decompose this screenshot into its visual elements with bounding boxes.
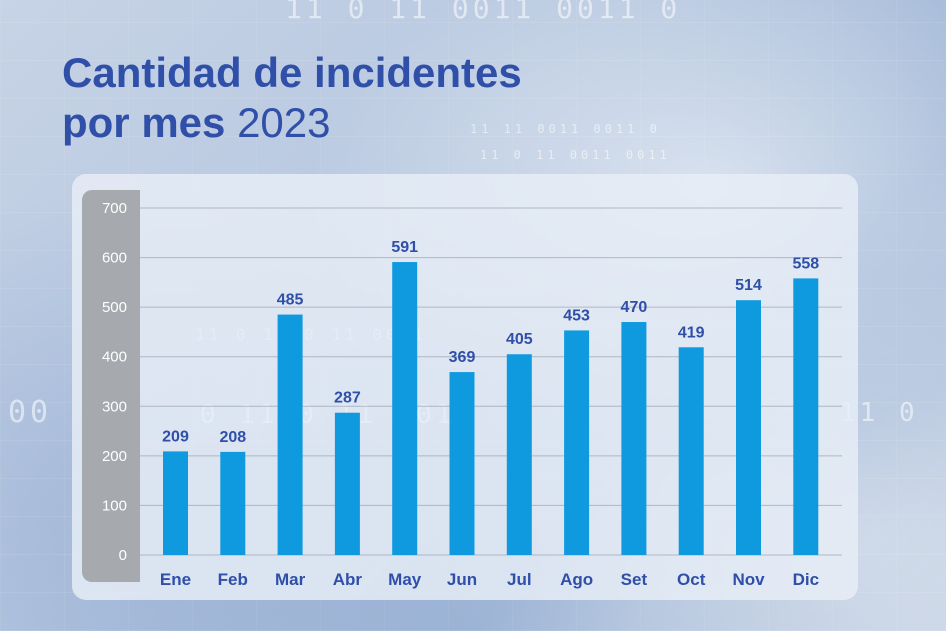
x-axis-labels: Ene Feb Mar Abr May Jun Jul Ago Set Oct Nov Dic	[160, 570, 819, 589]
x-tick-label: May	[388, 570, 422, 589]
gridlines	[140, 207, 842, 556]
data-label: 209	[162, 428, 189, 445]
y-tick-label: 600	[102, 250, 127, 267]
y-axis-ticks: 0 100 200 300 400 500 600 700	[102, 200, 127, 564]
data-label: 419	[678, 324, 705, 341]
x-tick-label: Ago	[560, 570, 593, 589]
data-label: 558	[792, 255, 819, 272]
data-label: 369	[449, 349, 476, 366]
background-binary-pattern: 11 11 0011 0011 0	[470, 122, 661, 136]
data-label: 208	[219, 429, 246, 446]
x-tick-label: Dic	[793, 570, 819, 589]
data-label: 405	[506, 331, 533, 348]
data-labels: 209 208 485 287 591 369 405 453 470 419 514 558	[162, 239, 819, 446]
data-label: 485	[277, 292, 304, 309]
background-binary-pattern: 11 0 11 0011 0011	[480, 148, 671, 162]
x-tick-label: Mar	[275, 570, 306, 589]
title-year: 2023	[237, 99, 331, 146]
y-tick-label: 700	[102, 200, 127, 217]
background-binary-pattern: 11 0 11 0011 0011 0	[285, 0, 682, 25]
x-tick-label: Ene	[160, 570, 191, 589]
chart-title: Cantidad de incidentes por mes 2023	[62, 48, 522, 148]
y-tick-label: 100	[102, 497, 127, 514]
y-tick-label: 500	[102, 299, 127, 316]
bar-abr	[334, 412, 360, 555]
y-tick-label: 300	[102, 398, 127, 415]
data-label: 287	[334, 390, 361, 407]
bars	[163, 262, 819, 555]
x-tick-label: Abr	[333, 570, 363, 589]
bar-jul	[506, 354, 532, 555]
data-label: 453	[563, 307, 590, 324]
y-tick-label: 0	[119, 547, 127, 564]
x-tick-label: Oct	[677, 570, 706, 589]
x-tick-label: Nov	[732, 570, 765, 589]
background-binary-pattern: 00	[8, 395, 53, 430]
bar-may	[392, 262, 418, 555]
y-tick-label: 200	[102, 448, 127, 465]
data-label: 514	[735, 277, 762, 294]
x-tick-label: Jul	[507, 570, 532, 589]
bar-nov	[736, 300, 761, 555]
title-line-1: Cantidad de incidentes	[62, 49, 522, 96]
bar-dic	[793, 278, 819, 555]
bar-mar	[277, 314, 303, 555]
bar-ene	[163, 451, 188, 555]
bar-oct	[678, 347, 704, 555]
data-label: 470	[621, 299, 648, 316]
bar-jun	[449, 372, 475, 555]
title-line-2: por mes	[62, 99, 226, 146]
bar-feb	[220, 451, 246, 555]
y-axis-strip	[82, 190, 140, 582]
x-tick-label: Feb	[218, 570, 248, 589]
x-tick-label: Jun	[447, 570, 477, 589]
x-tick-label: Set	[621, 570, 648, 589]
bar-set	[621, 322, 647, 555]
data-label: 591	[391, 239, 418, 256]
y-tick-label: 400	[102, 349, 127, 366]
bar-ago	[564, 330, 590, 555]
